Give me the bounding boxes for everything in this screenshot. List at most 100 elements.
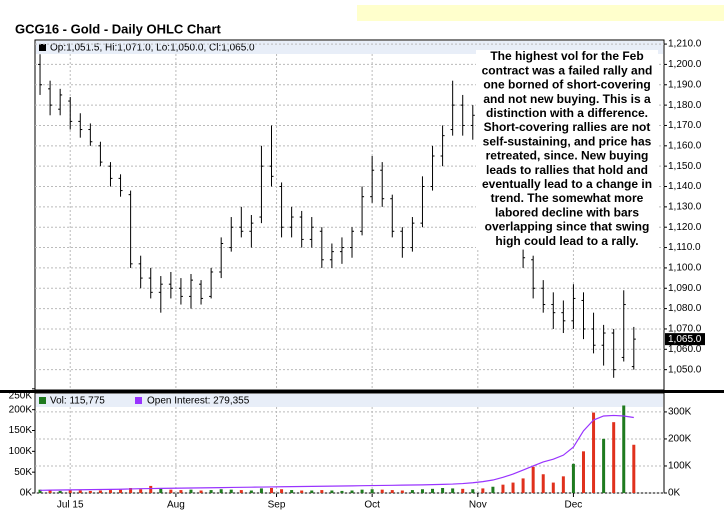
x-tick-label: Oct	[364, 500, 380, 511]
annotation: distinction with a difference.	[486, 106, 648, 120]
volume-bar	[149, 485, 153, 493]
volume-bar	[159, 488, 163, 493]
y-tick-label: 1,180.0	[668, 100, 702, 111]
y-tick-label: 1,080.0	[668, 303, 702, 314]
annotation: The highest vol for the Feb	[490, 49, 643, 63]
y-tick-label: 1,090.0	[668, 283, 702, 294]
annotation: trend. The somewhat more	[491, 191, 644, 205]
y-tick-label: 50K	[14, 467, 32, 478]
volume-bar	[320, 490, 324, 493]
volume-bar	[602, 438, 606, 493]
x-tick-label: Aug	[167, 500, 185, 511]
open-interest-line	[40, 414, 634, 491]
volume-bar	[612, 422, 616, 493]
annotation-bg	[476, 220, 658, 236]
annotation-bg	[476, 78, 658, 94]
volume-bar	[461, 488, 465, 493]
y-tick-label: 1,210.0	[668, 39, 702, 50]
y-tick-label: 1,120.0	[668, 222, 702, 233]
volume-bar	[551, 482, 555, 493]
volume-bar	[491, 486, 495, 493]
volume-bar	[58, 490, 62, 493]
volume-bar	[420, 489, 424, 493]
annotation-bg	[476, 92, 658, 108]
volume-bar	[441, 488, 445, 493]
volume-bar	[108, 490, 112, 493]
y-tick-label: 1,130.0	[668, 202, 702, 213]
annotation-bg	[476, 106, 658, 122]
x-tick-label: Nov	[469, 500, 487, 511]
volume-bar	[310, 490, 314, 493]
legend-swatch	[39, 44, 46, 51]
volume-bar	[632, 444, 636, 493]
last-price-box	[665, 333, 705, 346]
volume-bar	[581, 451, 585, 493]
annotation: one borned of short-covering	[483, 78, 650, 92]
volume-bar	[249, 490, 253, 493]
y-tick-label: 1,060.0	[668, 344, 702, 355]
legend-text: Op:1,051.5, Hi:1,071.0, Lo:1,050.0, Cl:1…	[50, 43, 255, 54]
volume-bar	[390, 490, 394, 493]
x-tick-label: Jul 15	[57, 500, 84, 511]
chart-title: GCG16 - Gold - Daily OHLC Chart	[15, 21, 222, 36]
volume-bar	[501, 484, 505, 493]
volume-bar	[169, 489, 173, 493]
volume-bar	[431, 488, 435, 493]
y2-tick-label: 200K	[668, 434, 692, 445]
annotation: self-sustaining, and price has	[483, 134, 652, 148]
volume-bar	[511, 482, 515, 493]
x-tick-label: Sep	[268, 500, 286, 511]
annotation: retreated, since. New buying	[486, 149, 649, 163]
volume-bar	[380, 489, 384, 493]
volume-bar	[622, 405, 626, 493]
volume-bar	[199, 490, 203, 493]
annotation-bg	[476, 192, 658, 207]
volume-bar	[229, 489, 233, 493]
volume-bar	[119, 489, 123, 493]
y-tick-label: 1,170.0	[668, 120, 702, 131]
annotation: and not new buying. This is a	[483, 92, 651, 106]
y-tick-label: 1,100.0	[668, 263, 702, 274]
volume-bar	[48, 490, 52, 493]
volume-bar	[451, 488, 455, 493]
legend-swatch	[39, 397, 46, 404]
header-strip	[357, 5, 724, 21]
volume-bar	[370, 489, 374, 493]
volume-bar	[139, 489, 143, 493]
volume-bar	[209, 490, 213, 493]
volume-bar	[592, 412, 596, 493]
y-tick-label: 1,200.0	[668, 59, 702, 70]
y-tick-label: 1,110.0	[668, 242, 701, 253]
y-tick-label: 0K	[20, 488, 33, 499]
volume-bar	[239, 490, 243, 493]
y2-tick-label: 300K	[668, 407, 692, 418]
annotation: labored decline with bars	[495, 205, 639, 219]
volume-bar	[340, 490, 344, 493]
annotation: overlapping since that swing	[485, 220, 650, 234]
volume-bar	[360, 489, 364, 493]
annotation: high could lead to a rally.	[495, 234, 638, 248]
y-tick-label: 100K	[9, 446, 33, 457]
volume-bar	[561, 476, 565, 493]
volume-bar	[571, 463, 575, 493]
annotation: contract was a failed rally and	[482, 63, 653, 77]
volume-panel	[34, 392, 665, 494]
y-tick-label: 1,050.0	[668, 364, 702, 375]
y-tick-label: 200K	[9, 404, 33, 415]
volume-bar	[259, 488, 263, 493]
volume-bar	[129, 488, 133, 493]
annotation: eventually lead to a change in	[482, 177, 652, 191]
volume-bar	[290, 490, 294, 493]
volume-bar	[189, 489, 193, 493]
y-tick-label: 1,150.0	[668, 161, 702, 172]
volume-bar	[38, 489, 42, 493]
annotation-bg	[476, 50, 658, 65]
annotation: leads to rallies that hold and	[486, 163, 648, 177]
volume-bar	[481, 488, 485, 493]
annotation-bg	[476, 163, 658, 179]
legend-text: Open Interest: 279,355	[147, 396, 250, 407]
annotation: Short-covering rallies are not	[484, 120, 651, 134]
volume-bar	[350, 490, 354, 493]
legend-swatch	[135, 397, 142, 404]
